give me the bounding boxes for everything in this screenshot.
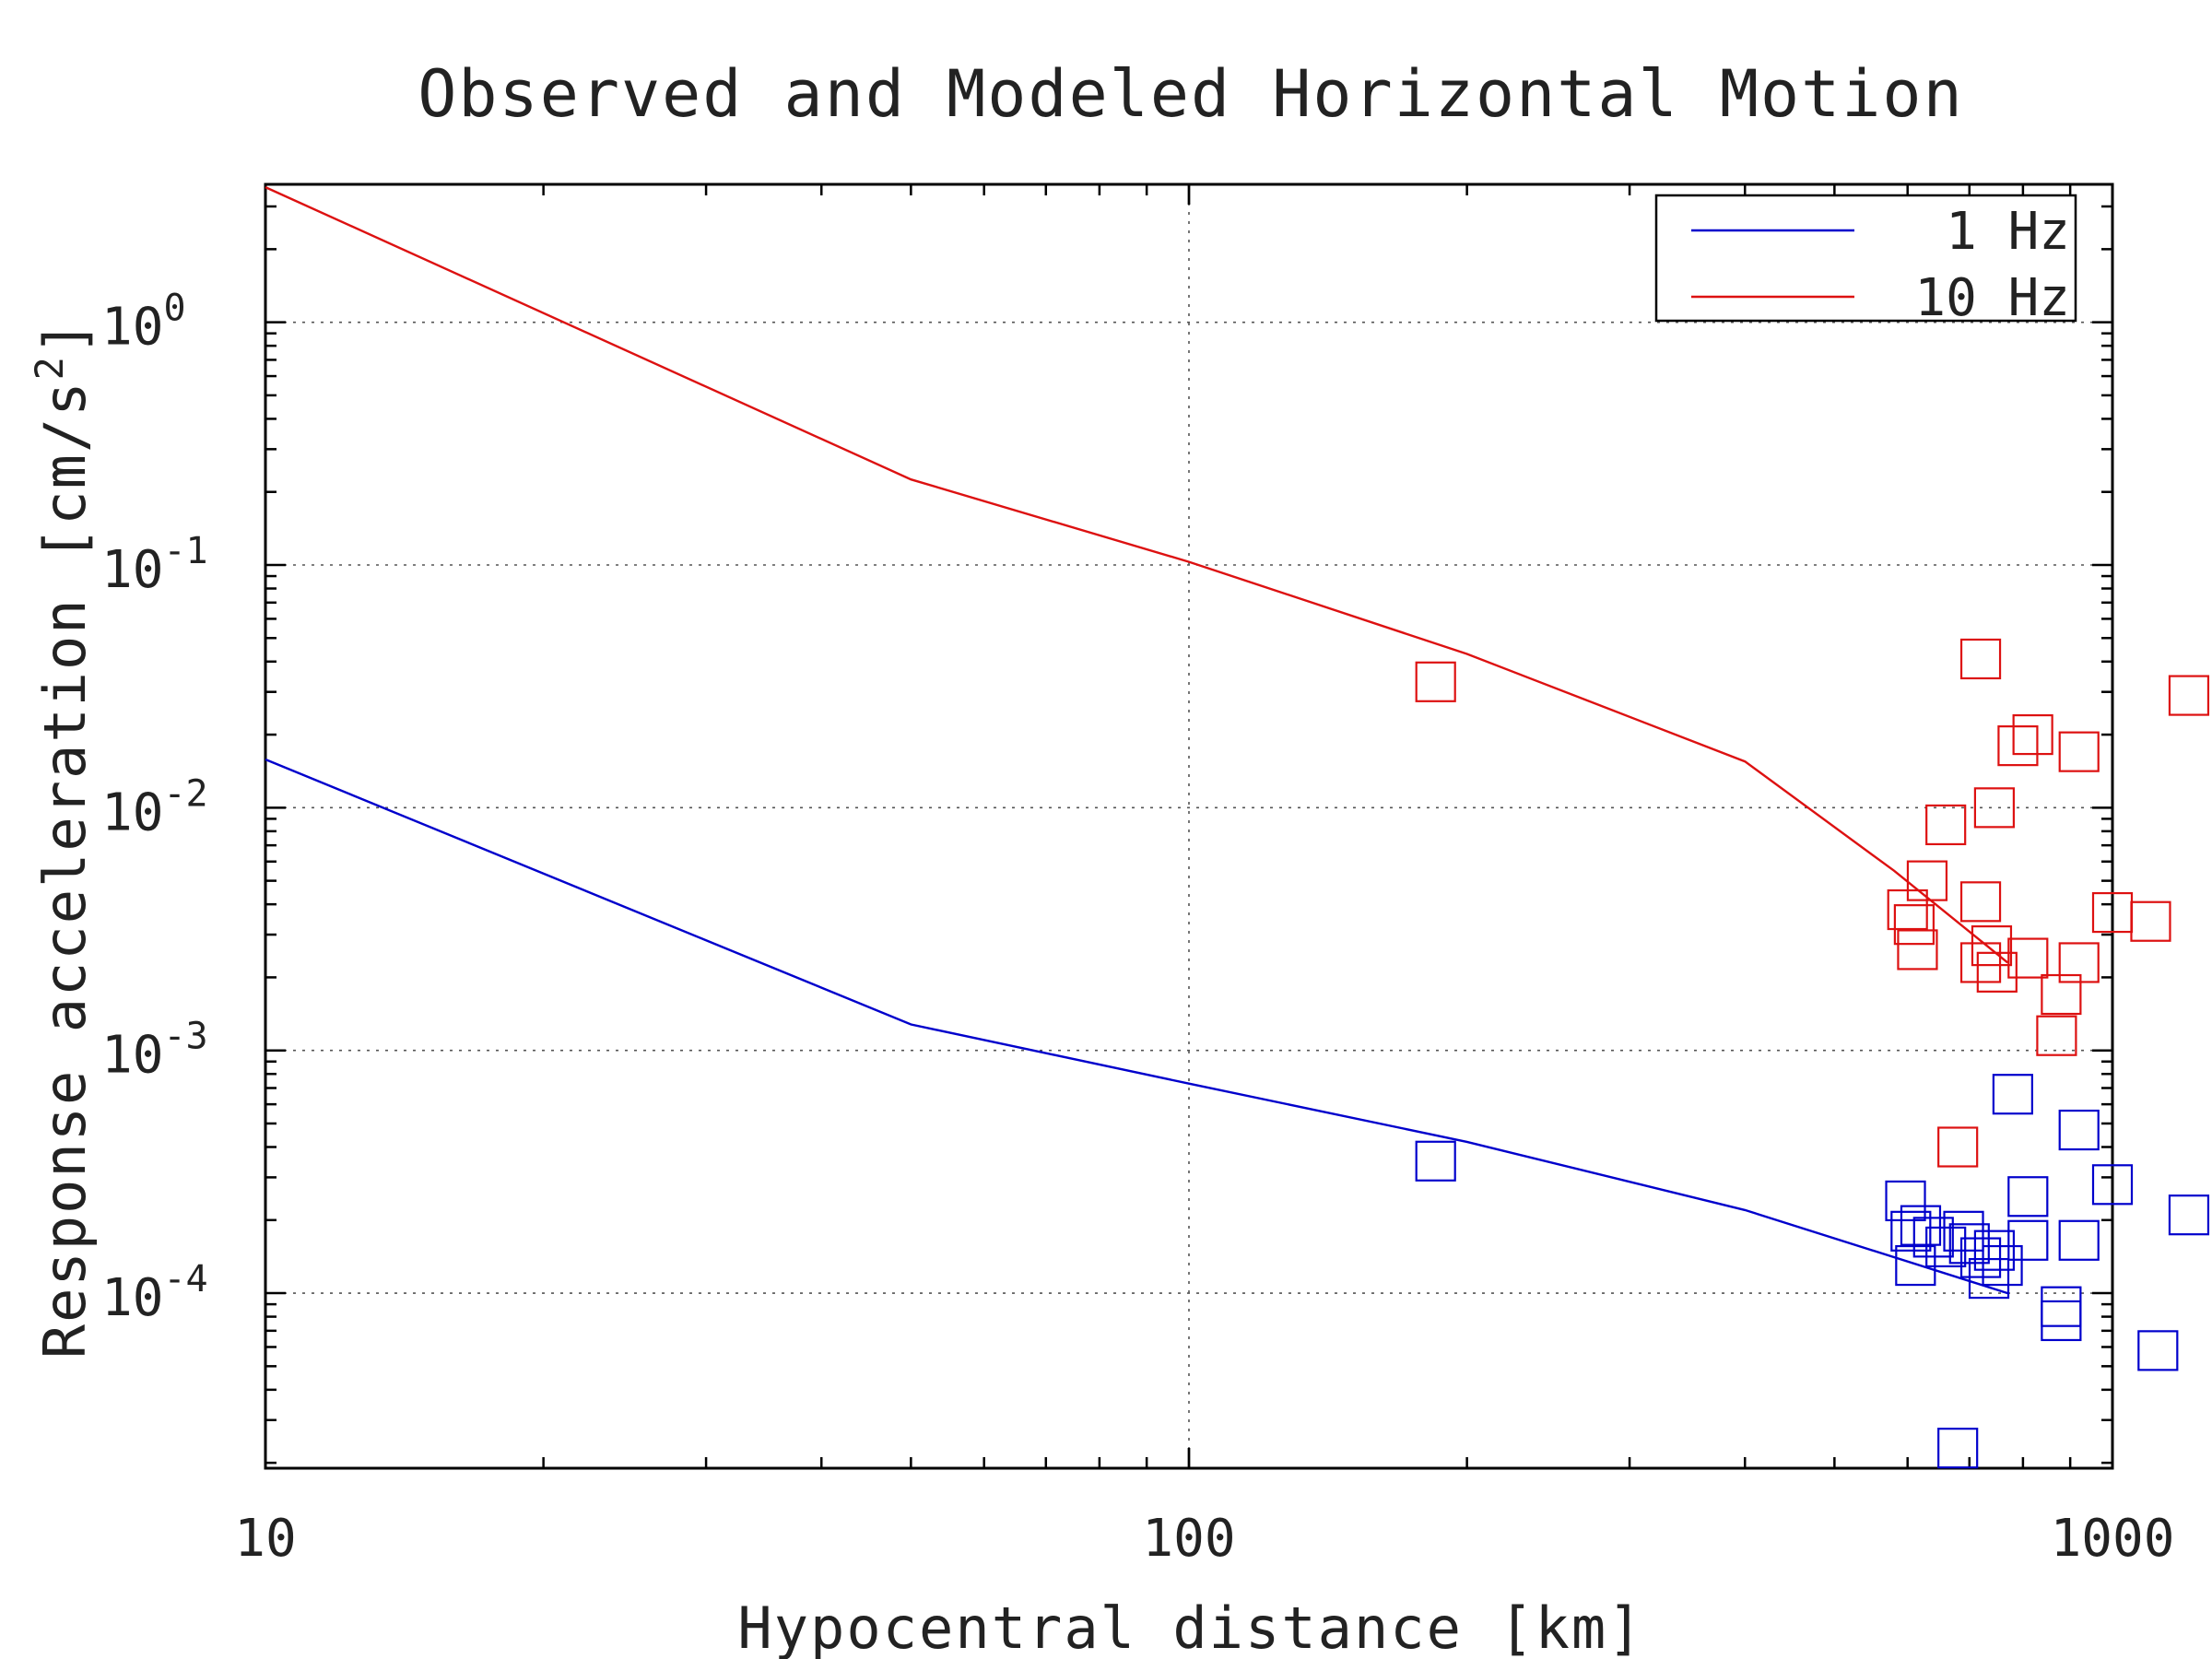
observed-point-1hz	[2091, 1164, 2134, 1206]
observed-point-10hz	[2036, 1015, 2077, 1056]
y-tick-base: 10	[101, 1026, 163, 1086]
observed-point-10hz	[1937, 1126, 1979, 1168]
observed-point-10hz	[2058, 731, 2100, 772]
observed-point-10hz	[1973, 787, 2016, 829]
observed-point-10hz	[2058, 942, 2100, 983]
observed-point-10hz	[1959, 881, 2002, 923]
observed-point-1hz	[1968, 1257, 2010, 1300]
chart-title: Observed and Modeled Horizontal Motion	[418, 56, 1963, 132]
observed-point-1hz	[2058, 1219, 2100, 1261]
observed-point-10hz	[1976, 951, 2018, 993]
y-tick-exponent: -4	[163, 1258, 207, 1300]
observed-point-1hz	[2041, 1286, 2082, 1327]
y-tick-base: 10	[101, 298, 163, 358]
y-axis-label-end: ]	[31, 319, 99, 355]
y-tick-exponent: -2	[163, 772, 207, 815]
y-tick-base: 10	[101, 1268, 163, 1328]
observed-point-1hz	[2007, 1219, 2049, 1261]
model-line-10hz	[265, 186, 2009, 964]
observed-point-1hz	[1925, 1226, 1967, 1268]
observed-point-1hz	[2041, 1300, 2082, 1342]
y-tick-exponent: -3	[163, 1016, 207, 1058]
observed-point-10hz	[1893, 904, 1936, 946]
observed-point-1hz	[1982, 1244, 2023, 1287]
observed-point-1hz	[1415, 1140, 1456, 1182]
model-line-1hz	[265, 758, 2008, 1295]
observed-point-10hz	[1415, 661, 1456, 702]
observed-point-1hz	[2007, 1176, 2049, 1218]
observed-point-10hz	[1897, 929, 1938, 971]
observed-point-1hz	[1912, 1217, 1954, 1258]
observed-point-10hz	[1959, 942, 2002, 983]
y-tick-exponent: -1	[163, 530, 207, 572]
series-1hz	[265, 758, 2210, 1469]
plot-frame	[264, 182, 2114, 1470]
y-axis-label-main: Response acceleration [cm/s	[31, 380, 99, 1359]
x-tick-label: 1000	[2051, 1509, 2175, 1569]
legend-box	[1654, 194, 2077, 323]
observed-point-1hz	[1992, 1074, 2033, 1115]
x-tick-label: 10	[234, 1509, 296, 1569]
observed-point-10hz	[1971, 925, 2013, 967]
observed-point-1hz	[2137, 1330, 2179, 1371]
y-axis-label: Response acceleration [cm/s2]	[27, 319, 99, 1359]
observed-point-1hz	[1900, 1205, 1942, 1246]
legend-label-10hz: 10 Hz	[1914, 268, 2070, 328]
observed-point-10hz	[2012, 713, 2053, 756]
observed-point-1hz	[2168, 1194, 2210, 1236]
observed-point-1hz	[1973, 1230, 2016, 1271]
observed-point-1hz	[2058, 1109, 2100, 1151]
observed-point-10hz	[1997, 725, 2039, 767]
series-10hz	[265, 186, 2210, 1168]
observed-point-10hz	[2130, 900, 2171, 942]
y-tick-label: 10-1	[101, 530, 208, 600]
y-tick-label: 100	[101, 288, 186, 358]
observed-point-1hz	[1885, 1180, 1926, 1222]
y-tick-label: 10-4	[101, 1258, 208, 1328]
series-layer	[265, 186, 2210, 1469]
y-axis-label-sup: 2	[27, 355, 72, 380]
observed-point-1hz	[1959, 1237, 2002, 1278]
y-tick-base: 10	[101, 782, 163, 842]
y-tick-exponent: 0	[163, 288, 185, 330]
x-axis-label: Hypocentral distance [km]	[737, 1594, 1643, 1659]
observed-point-1hz	[1937, 1428, 1979, 1469]
y-tick-label: 10-3	[101, 1016, 208, 1086]
observed-point-10hz	[2041, 973, 2082, 1016]
observed-point-10hz	[1906, 860, 1948, 901]
x-tick-label: 100	[1142, 1509, 1235, 1569]
observed-point-10hz	[2168, 675, 2210, 716]
observed-point-10hz	[1959, 638, 2002, 680]
legend-label-1hz: 1 Hz	[1946, 202, 2070, 262]
observed-point-10hz	[1925, 804, 1967, 846]
axis-ticks	[264, 184, 2114, 1468]
y-tick-label: 10-2	[101, 772, 208, 842]
observed-point-1hz	[1890, 1210, 1932, 1252]
y-tick-base: 10	[101, 540, 163, 600]
x-tick-labels: 10 100 1000	[234, 1509, 2174, 1569]
observed-point-10hz	[2007, 937, 2049, 979]
grid-lines	[265, 184, 2112, 1468]
